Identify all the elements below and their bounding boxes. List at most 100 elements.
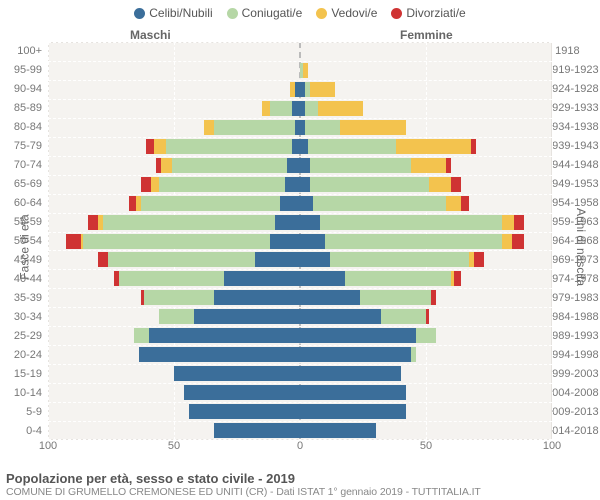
bar-segment xyxy=(360,290,431,305)
bar-segment xyxy=(159,309,194,324)
bar-segment xyxy=(416,328,436,343)
female-bar xyxy=(300,101,363,116)
females-header: Femmine xyxy=(400,28,453,42)
x-tick-label: 0 xyxy=(297,440,303,452)
x-tick-label: 100 xyxy=(543,440,561,452)
female-bar xyxy=(300,234,524,249)
bar-segment xyxy=(214,423,300,438)
age-label: 35-39 xyxy=(0,292,42,304)
bar-segment xyxy=(340,120,406,135)
bar-segment xyxy=(129,196,137,211)
male-bar xyxy=(262,101,300,116)
bar-segment xyxy=(300,309,381,324)
bar-segment xyxy=(502,215,515,230)
male-bar xyxy=(214,423,300,438)
bar-segment xyxy=(300,423,376,438)
bar-segment xyxy=(300,215,320,230)
bar-segment xyxy=(305,120,340,135)
legend-swatch xyxy=(391,8,402,19)
bar-segment xyxy=(345,271,451,286)
bar-segment xyxy=(161,158,171,173)
age-row xyxy=(48,346,552,363)
bar-segment xyxy=(141,177,151,192)
bar-segment xyxy=(172,158,288,173)
age-row xyxy=(48,233,552,250)
bar-segment xyxy=(275,215,300,230)
bar-segment xyxy=(411,347,416,362)
age-row xyxy=(48,176,552,193)
bar-segment xyxy=(144,290,215,305)
bar-segment xyxy=(308,139,396,154)
bar-segment xyxy=(224,271,300,286)
bar-segment xyxy=(300,271,345,286)
age-row xyxy=(48,100,552,117)
female-bar xyxy=(300,347,416,362)
age-row xyxy=(48,403,552,420)
male-bar xyxy=(184,385,300,400)
bar-segment xyxy=(300,347,411,362)
bar-segment xyxy=(300,385,406,400)
male-bar xyxy=(141,177,300,192)
age-label: 30-34 xyxy=(0,311,42,323)
plot-area xyxy=(48,42,552,440)
x-tick-label: 100 xyxy=(39,440,57,452)
age-label: 40-44 xyxy=(0,273,42,285)
bar-segment xyxy=(146,139,154,154)
bar-segment xyxy=(471,139,476,154)
bar-segment xyxy=(474,252,484,267)
bar-segment xyxy=(103,215,274,230)
bar-segment xyxy=(204,120,214,135)
age-row xyxy=(48,270,552,287)
age-label: 70-74 xyxy=(0,159,42,171)
legend-item: Divorziati/e xyxy=(391,6,465,20)
female-bar xyxy=(300,423,376,438)
legend-item: Vedovi/e xyxy=(316,6,377,20)
age-row xyxy=(48,327,552,344)
age-row xyxy=(48,157,552,174)
female-bar xyxy=(300,385,406,400)
bar-segment xyxy=(292,101,300,116)
legend-item: Celibi/Nubili xyxy=(134,6,212,20)
bar-segment xyxy=(325,234,501,249)
female-bar xyxy=(300,120,406,135)
bar-segment xyxy=(300,158,310,173)
age-label: 100+ xyxy=(0,45,42,57)
male-bar xyxy=(66,234,300,249)
legend-swatch xyxy=(227,8,238,19)
bar-segment xyxy=(159,177,285,192)
chart-source: COMUNE DI GRUMELLO CREMONESE ED UNITI (C… xyxy=(6,486,594,498)
bar-segment xyxy=(214,290,300,305)
age-row xyxy=(48,365,552,382)
female-bar xyxy=(300,63,308,78)
age-row xyxy=(48,422,552,439)
age-row xyxy=(48,251,552,268)
age-label: 80-84 xyxy=(0,121,42,133)
male-bar xyxy=(98,252,300,267)
bar-segment xyxy=(292,139,300,154)
bar-segment xyxy=(66,234,81,249)
bar-segment xyxy=(426,309,429,324)
bar-segment xyxy=(411,158,446,173)
male-bar xyxy=(189,404,300,419)
male-bar xyxy=(204,120,300,135)
age-row xyxy=(48,81,552,98)
bar-segment xyxy=(287,158,300,173)
bar-segment xyxy=(310,82,335,97)
age-row xyxy=(48,384,552,401)
x-tick-label: 50 xyxy=(420,440,432,452)
bar-segment xyxy=(303,63,308,78)
bar-segment xyxy=(461,196,469,211)
age-label: 60-64 xyxy=(0,197,42,209)
chart-footer: Popolazione per età, sesso e stato civil… xyxy=(6,471,594,498)
bar-segment xyxy=(300,366,401,381)
bar-segment xyxy=(300,196,313,211)
age-label: 20-24 xyxy=(0,349,42,361)
bar-segment xyxy=(141,196,280,211)
bar-segment xyxy=(300,328,416,343)
female-bar xyxy=(300,309,429,324)
bar-segment xyxy=(429,177,452,192)
age-row xyxy=(48,289,552,306)
female-bar xyxy=(300,196,469,211)
bar-segment xyxy=(149,328,300,343)
age-label: 85-89 xyxy=(0,102,42,114)
